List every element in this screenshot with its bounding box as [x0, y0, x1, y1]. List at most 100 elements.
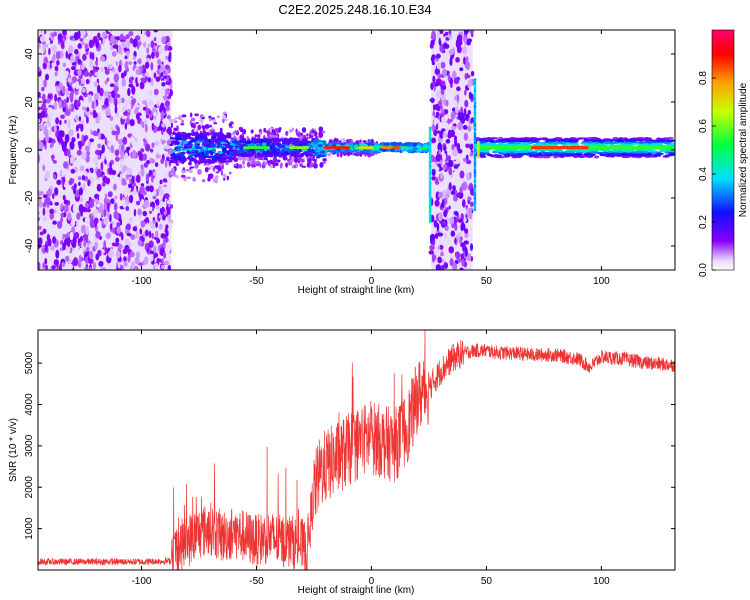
carrier-speckle — [280, 144, 286, 149]
scatter-speckle — [262, 159, 268, 163]
scatter-speckle — [319, 162, 324, 168]
noise-speckle — [440, 172, 444, 180]
noise-speckle — [83, 171, 88, 177]
noise-speckle — [160, 111, 164, 121]
noise-speckle — [461, 230, 465, 239]
noise-speckle — [85, 116, 89, 124]
noise-speckle — [107, 141, 112, 148]
boundary-spike — [473, 203, 477, 206]
carrier-right-band — [551, 142, 557, 145]
noise-speckle — [44, 170, 50, 180]
scatter-speckle — [214, 175, 219, 179]
noise-speckle — [460, 222, 466, 232]
scatter-speckle — [233, 130, 238, 134]
noise-speckle — [135, 200, 141, 206]
noise-speckle — [110, 198, 115, 205]
noise-speckle — [63, 237, 70, 246]
noise-speckle — [51, 45, 57, 53]
boundary-spike — [428, 178, 432, 181]
noise-speckle — [147, 36, 150, 43]
scatter-speckle — [355, 140, 358, 144]
carrier-speckle — [302, 138, 307, 142]
noise-speckle — [120, 97, 125, 104]
carrier-speckle — [212, 138, 218, 143]
noise-speckle — [96, 183, 102, 192]
noise-speckle — [39, 35, 46, 43]
noise-speckle — [60, 212, 64, 218]
carrier-speckle — [384, 142, 391, 146]
noise-speckle — [149, 206, 153, 212]
scatter-speckle — [175, 174, 179, 179]
carrier-speckle — [348, 142, 354, 147]
scatter-speckle — [258, 128, 262, 134]
noise-speckle — [88, 39, 94, 49]
carrier-right-band — [482, 150, 490, 153]
noise-speckle — [68, 263, 73, 270]
spectrogram-x-tick-label: 0 — [369, 276, 375, 287]
noise-speckle — [101, 249, 105, 254]
boundary-spike — [428, 213, 432, 216]
noise-speckle — [78, 247, 84, 256]
carrier-speckle — [235, 145, 239, 149]
noise-speckle — [117, 97, 122, 105]
boundary-spike — [428, 180, 432, 183]
noise-speckle — [147, 77, 152, 83]
noise-speckle — [160, 87, 166, 97]
boundary-spike — [428, 167, 432, 170]
carrier-right-band — [584, 143, 592, 146]
noise-speckle — [49, 208, 55, 215]
noise-speckle — [440, 61, 446, 69]
noise-speckle — [74, 48, 79, 55]
colorbar-gradient — [712, 30, 734, 270]
noise-speckle — [63, 181, 70, 188]
carrier-speckle — [269, 145, 276, 149]
noise-speckle — [440, 88, 445, 95]
scatter-speckle — [216, 165, 220, 170]
carrier-right-band — [565, 154, 571, 157]
boundary-spike — [428, 151, 432, 155]
noise-speckle — [437, 142, 443, 152]
boundary-spike — [473, 166, 477, 169]
noise-speckle — [133, 61, 137, 65]
noise-speckle — [431, 30, 436, 40]
boundary-spike — [473, 139, 477, 143]
noise-speckle — [84, 266, 88, 270]
noise-speckle — [449, 216, 455, 225]
carrier-speckle — [182, 157, 187, 163]
noise-speckle — [55, 249, 60, 259]
noise-speckle — [101, 31, 108, 37]
scatter-speckle — [306, 133, 309, 137]
noise-speckle — [55, 50, 61, 60]
noise-speckle — [436, 222, 440, 232]
noise-speckle — [104, 68, 110, 75]
scatter-speckle — [246, 157, 250, 163]
noise-speckle — [448, 30, 452, 35]
noise-speckle — [162, 240, 166, 249]
noise-speckle — [146, 222, 149, 231]
scatter-speckle — [322, 157, 327, 162]
boundary-spike — [473, 176, 477, 179]
noise-speckle — [81, 151, 87, 160]
noise-speckle — [454, 224, 458, 231]
boundary-spike — [473, 151, 477, 154]
noise-speckle — [89, 138, 95, 143]
noise-speckle — [98, 131, 101, 141]
noise-speckle — [69, 104, 73, 110]
noise-speckle — [456, 45, 462, 54]
scatter-speckle — [240, 156, 244, 160]
noise-speckle — [64, 173, 71, 182]
noise-speckle — [464, 36, 467, 46]
noise-speckle — [147, 186, 150, 192]
scatter-speckle — [301, 165, 307, 168]
carrier-speckle — [223, 135, 228, 138]
noise-speckle — [57, 33, 63, 42]
carrier-speckle — [407, 149, 413, 153]
carrier-right-band — [480, 154, 486, 158]
noise-speckle — [130, 234, 136, 240]
noise-speckle — [146, 248, 150, 253]
noise-speckle — [52, 236, 57, 244]
noise-speckle — [147, 43, 151, 48]
scatter-speckle — [182, 167, 186, 171]
carrier-speckle — [203, 138, 209, 143]
